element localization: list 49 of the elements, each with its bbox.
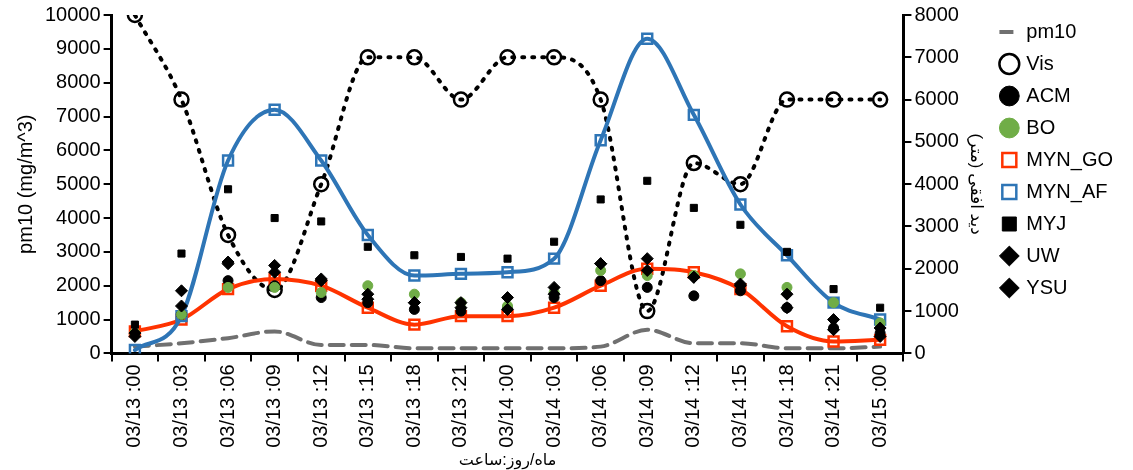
y-axis-title: pm10 (mg/m^3) [13,114,36,254]
y-tick-label: 1000 [56,307,101,330]
x-tick-label: 03/14 :09 [634,364,657,448]
x-tick-label: 03/14 :03 [541,364,564,448]
x-tick-label: 03/13 :15 [355,364,378,448]
x-tick-label: 03/14 :06 [588,364,611,448]
y2-tick-label: 4000 [914,171,959,194]
x-axis-title: ماه/روز:ساعت [458,450,557,470]
x-tick-label: 03/14 :12 [681,364,704,448]
y-tick-label: 10000 [44,2,101,25]
x-tick-label: 03/14 :21 [821,364,844,448]
y2-tick-label: 2000 [914,256,959,279]
y2-tick-label: 5000 [914,129,959,152]
x-tick-label: 03/14 :15 [727,364,750,448]
y-tick-label: 6000 [56,137,101,160]
y2-tick-label: 6000 [914,87,959,110]
y-tick-label: 0 [89,340,101,363]
legend-label: MYJ [1026,211,1067,234]
x-tick-label: 03/13 :00 [122,364,145,448]
legend-label: pm10 [1026,19,1077,42]
y2-axis-title: دید افقی (متر) [967,133,987,235]
legend-label: MYN_AF [1026,179,1108,203]
y2-tick-label: 3000 [914,214,959,237]
legend-label: Vis [1026,51,1054,74]
x-tick-label: 03/15 :00 [867,364,890,448]
x-tick-label: 03/13 :06 [215,364,238,448]
y-tick-label: 5000 [56,171,101,194]
x-tick-label: 03/13 :12 [308,364,331,448]
x-tick-label: 03/14 :00 [495,364,518,448]
legend-label: ACM [1026,83,1071,106]
x-tick-label: 03/14 :18 [774,364,797,448]
y-tick-label: 3000 [56,239,101,262]
x-tick-label: 03/13 :18 [401,364,424,448]
y-tick-label: 4000 [56,205,101,228]
y2-tick-label: 1000 [914,298,959,321]
y2-tick-label: 7000 [914,44,959,67]
y2-tick-label: 8000 [914,2,959,25]
legend-label: YSU [1026,275,1068,298]
y-tick-label: 9000 [56,36,101,59]
legend-label: UW [1026,243,1060,266]
x-tick-label: 03/13 :03 [169,364,191,448]
x-tick-label: 03/13 :09 [262,364,285,448]
x-tick-label: 03/13 :21 [448,364,471,448]
y2-tick-label: 0 [914,340,926,363]
y-tick-label: 7000 [56,104,101,127]
legend-label: BO [1026,115,1056,138]
y-tick-label: 8000 [56,70,101,93]
y-tick-label: 2000 [56,273,101,296]
legend-label: MYN_GO [1026,147,1114,171]
